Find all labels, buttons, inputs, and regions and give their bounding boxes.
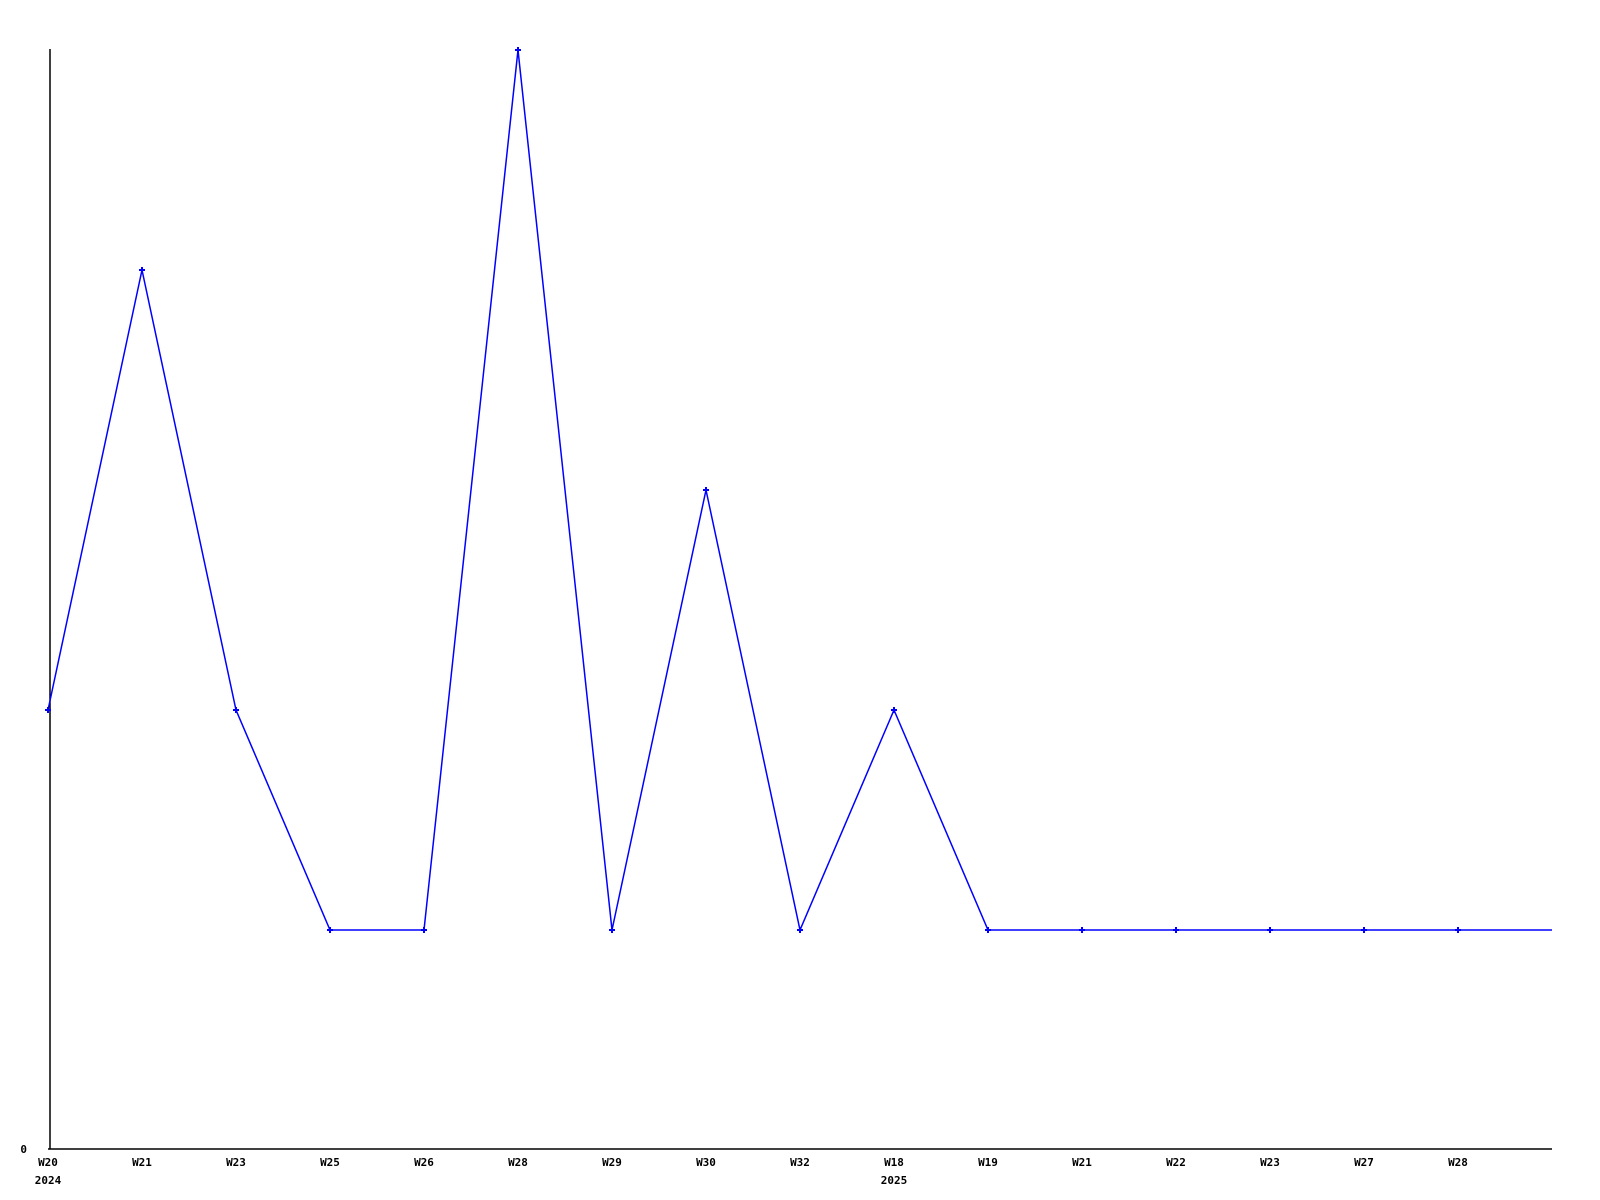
x-tick-label: W30 bbox=[696, 1156, 716, 1169]
x-tick-label: W20 bbox=[38, 1156, 58, 1169]
data-point-marker bbox=[1455, 927, 1461, 933]
x-tick-label: W25 bbox=[320, 1156, 340, 1169]
data-point-marker bbox=[1361, 927, 1367, 933]
x-tick-label: W28 bbox=[508, 1156, 528, 1169]
data-point-marker bbox=[985, 927, 991, 933]
data-point-marker bbox=[1267, 927, 1273, 933]
data-point-marker bbox=[45, 707, 51, 713]
data-point-marker bbox=[233, 707, 239, 713]
x-tick-year-label: 2024 bbox=[35, 1174, 62, 1187]
y-tick-label: 0 bbox=[20, 1143, 27, 1156]
data-point-marker bbox=[891, 707, 897, 713]
x-tick-label: W21 bbox=[1072, 1156, 1092, 1169]
x-tick-label: W19 bbox=[978, 1156, 998, 1169]
data-point-marker bbox=[797, 927, 803, 933]
x-tick-label: W21 bbox=[132, 1156, 152, 1169]
x-tick-label: W18 bbox=[884, 1156, 904, 1169]
data-point-marker bbox=[703, 487, 709, 493]
data-point-marker bbox=[609, 927, 615, 933]
data-point-marker bbox=[1173, 927, 1179, 933]
x-tick-label: W27 bbox=[1354, 1156, 1374, 1169]
data-point-marker bbox=[139, 267, 145, 273]
x-tick-label: W23 bbox=[226, 1156, 246, 1169]
x-tick-year-label: 2025 bbox=[881, 1174, 908, 1187]
x-tick-label: W23 bbox=[1260, 1156, 1280, 1169]
x-tick-label: W29 bbox=[602, 1156, 622, 1169]
data-line bbox=[47, 49, 1552, 933]
data-point-marker bbox=[421, 927, 427, 933]
x-tick-label: W26 bbox=[414, 1156, 434, 1169]
x-tick-label: W28 bbox=[1448, 1156, 1468, 1169]
data-point-marker bbox=[1079, 927, 1085, 933]
data-point-marker bbox=[515, 47, 521, 53]
data-point-marker bbox=[327, 927, 333, 933]
x-tick-label: W22 bbox=[1166, 1156, 1186, 1169]
x-tick-label: W32 bbox=[790, 1156, 810, 1169]
